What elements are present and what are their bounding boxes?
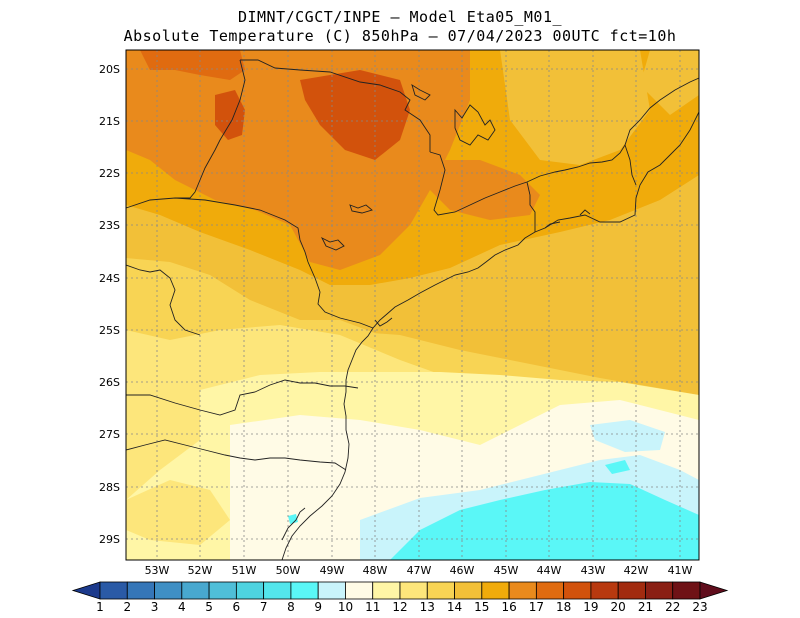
colorbar-swatch (99, 581, 128, 600)
colorbar-swatch (399, 581, 428, 600)
colorbar-label: 14 (447, 600, 462, 614)
lon-label: 42W (624, 564, 649, 577)
state-border-sp-mg (429, 77, 699, 216)
colorbar-label: 8 (287, 600, 295, 614)
colorbar-label: 21 (638, 600, 653, 614)
lon-label: 53W (145, 564, 170, 577)
lat-label: 21S (99, 115, 120, 128)
colorbar-label: 4 (178, 600, 186, 614)
lat-label: 22S (99, 167, 120, 180)
colorbar-label: 19 (583, 600, 598, 614)
state-border-mg-es (624, 144, 637, 186)
lon-label: 41W (668, 564, 693, 577)
colorbar-label: 17 (529, 600, 544, 614)
lat-label: 28S (99, 481, 120, 494)
guanabara-bay (579, 209, 591, 216)
colorbar-label: 16 (501, 600, 516, 614)
lon-label: 50W (276, 564, 301, 577)
lat-label: 26S (99, 376, 120, 389)
state-border-paranapanema (126, 197, 374, 329)
lat-label: 27S (99, 428, 120, 441)
reservoir (320, 236, 345, 251)
chart-title-line-1: DIMNT/CGCT/INPE — Model Eta05_M01_ (237, 8, 563, 26)
state-border-parana-river (175, 59, 246, 199)
colorbar-swatch (154, 581, 183, 600)
boundaries (126, 59, 699, 560)
coastline (281, 111, 699, 560)
colorbar: 1 2 3 4 5 6 7 8 9 10 11 12 13 14 15 16 17 18 19 20 21 22 23 (71, 581, 729, 614)
lat-label: 20S (99, 63, 120, 76)
colorbar-label: 13 (420, 600, 435, 614)
colorbar-swatch (208, 581, 237, 600)
international-border (126, 264, 201, 336)
colorbar-arrow-low (71, 581, 101, 600)
colorbar-label: 9 (314, 600, 322, 614)
state-border-pr-sc (126, 379, 359, 416)
colorbar-label: 18 (556, 600, 571, 614)
colorbar-swatch (508, 581, 537, 600)
colorbar-label: 7 (260, 600, 268, 614)
colorbar-swatch (345, 581, 374, 600)
lon-label: 44W (537, 564, 562, 577)
lon-label: 49W (320, 564, 345, 577)
state-border-sc-rs (126, 439, 347, 471)
colorbar-label: 11 (365, 600, 380, 614)
lagoon (281, 507, 306, 541)
colorbar-swatch (263, 581, 292, 600)
colorbar-label: 15 (474, 600, 489, 614)
paranagua-bay (374, 317, 393, 327)
colorbar-swatch (590, 581, 619, 600)
grid-lines (126, 50, 699, 560)
colorbar-swatch (617, 581, 646, 600)
state-border-sp-rj (526, 181, 536, 232)
colorbar-label: 3 (151, 600, 159, 614)
colorbar-swatch (563, 581, 592, 600)
colorbar-label: 20 (611, 600, 626, 614)
colorbar-swatch (372, 581, 401, 600)
colorbar-swatch (535, 581, 565, 600)
colorbar-arrow-high (699, 581, 729, 600)
colorbar-swatch (454, 581, 483, 600)
latitude-labels: 20S 21S 22S 23S 24S 25S 26S 27S 28S 29S (99, 63, 120, 546)
colorbar-swatch (235, 581, 265, 600)
colorbar-swatch (426, 581, 455, 600)
lon-label: 51W (232, 564, 257, 577)
colorbar-label: 1 (96, 600, 104, 614)
lon-label: 43W (581, 564, 606, 577)
colorbar-swatch (290, 581, 319, 600)
lat-label: 23S (99, 219, 120, 232)
lat-label: 29S (99, 533, 120, 546)
colorbar-swatch (181, 581, 210, 600)
colorbar-label: 5 (205, 600, 213, 614)
chart-title-line-2: Absolute Temperature (C) 850hPa — 07/04/… (123, 27, 677, 45)
colorbar-swatch (126, 581, 155, 600)
temperature-field (126, 50, 699, 560)
lon-label: 47W (407, 564, 432, 577)
lat-label: 25S (99, 324, 120, 337)
rj-coast (544, 221, 561, 229)
colorbar-label: 10 (338, 600, 353, 614)
map-frame (125, 49, 700, 561)
colorbar-swatch (672, 581, 701, 600)
colorbar-swatch (317, 581, 346, 600)
reservoir (411, 83, 431, 101)
colorbar-label: 6 (233, 600, 241, 614)
colorbar-label: 22 (665, 600, 680, 614)
state-border-rio-grande (240, 59, 431, 152)
longitude-labels: 53W 52W 51W 50W 49W 48W 47W 46W 45W 44W … (145, 564, 693, 577)
reservoir (454, 104, 496, 146)
colorbar-swatch (645, 581, 674, 600)
lon-label: 52W (188, 564, 213, 577)
lon-label: 48W (363, 564, 388, 577)
colorbar-label: 23 (692, 600, 707, 614)
colorbar-label: 2 (123, 600, 131, 614)
reservoir (349, 204, 373, 214)
colorbar-label: 12 (392, 600, 407, 614)
colorbar-swatch (481, 581, 510, 600)
lon-label: 46W (450, 564, 475, 577)
lat-label: 24S (99, 272, 120, 285)
lon-label: 45W (494, 564, 519, 577)
